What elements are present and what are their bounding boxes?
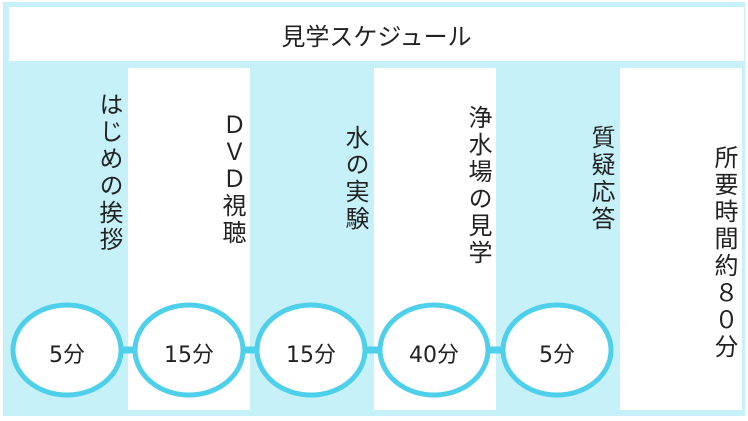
step-label: 水の実験 xyxy=(341,125,369,233)
step-label: はじめの挨拶 xyxy=(95,92,123,254)
step-label: ＤＶＤ視聴 xyxy=(218,112,246,247)
duration-label: 5分 xyxy=(539,343,575,368)
duration-circle xyxy=(10,302,124,398)
diagram-title: 見学スケジュール xyxy=(9,7,744,61)
duration-label: 40分 xyxy=(409,343,459,368)
duration-label: 15分 xyxy=(164,343,214,368)
duration-label: 5分 xyxy=(49,343,85,368)
total-column xyxy=(620,68,742,410)
step-label: 浄水場の見学 xyxy=(464,105,492,267)
duration-circle xyxy=(254,302,368,398)
duration-label: 15分 xyxy=(286,343,336,368)
duration-circle xyxy=(132,302,246,398)
step-label: 質疑応答 xyxy=(587,125,615,233)
duration-circle xyxy=(377,302,491,398)
total-duration: 所要時間約８０分 xyxy=(710,145,738,361)
duration-circle xyxy=(500,302,614,398)
